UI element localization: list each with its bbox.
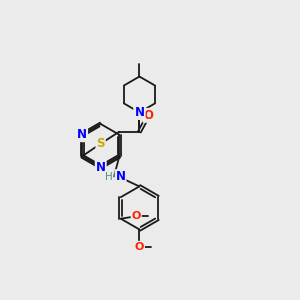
Text: N: N	[116, 170, 125, 183]
Text: O: O	[135, 242, 144, 252]
Text: S: S	[96, 137, 105, 150]
Text: N: N	[96, 160, 106, 173]
Text: O: O	[143, 109, 153, 122]
Text: H: H	[105, 172, 112, 182]
Text: O: O	[132, 211, 141, 221]
Text: N: N	[77, 128, 87, 141]
Text: N: N	[134, 106, 144, 119]
Text: N: N	[134, 106, 144, 119]
